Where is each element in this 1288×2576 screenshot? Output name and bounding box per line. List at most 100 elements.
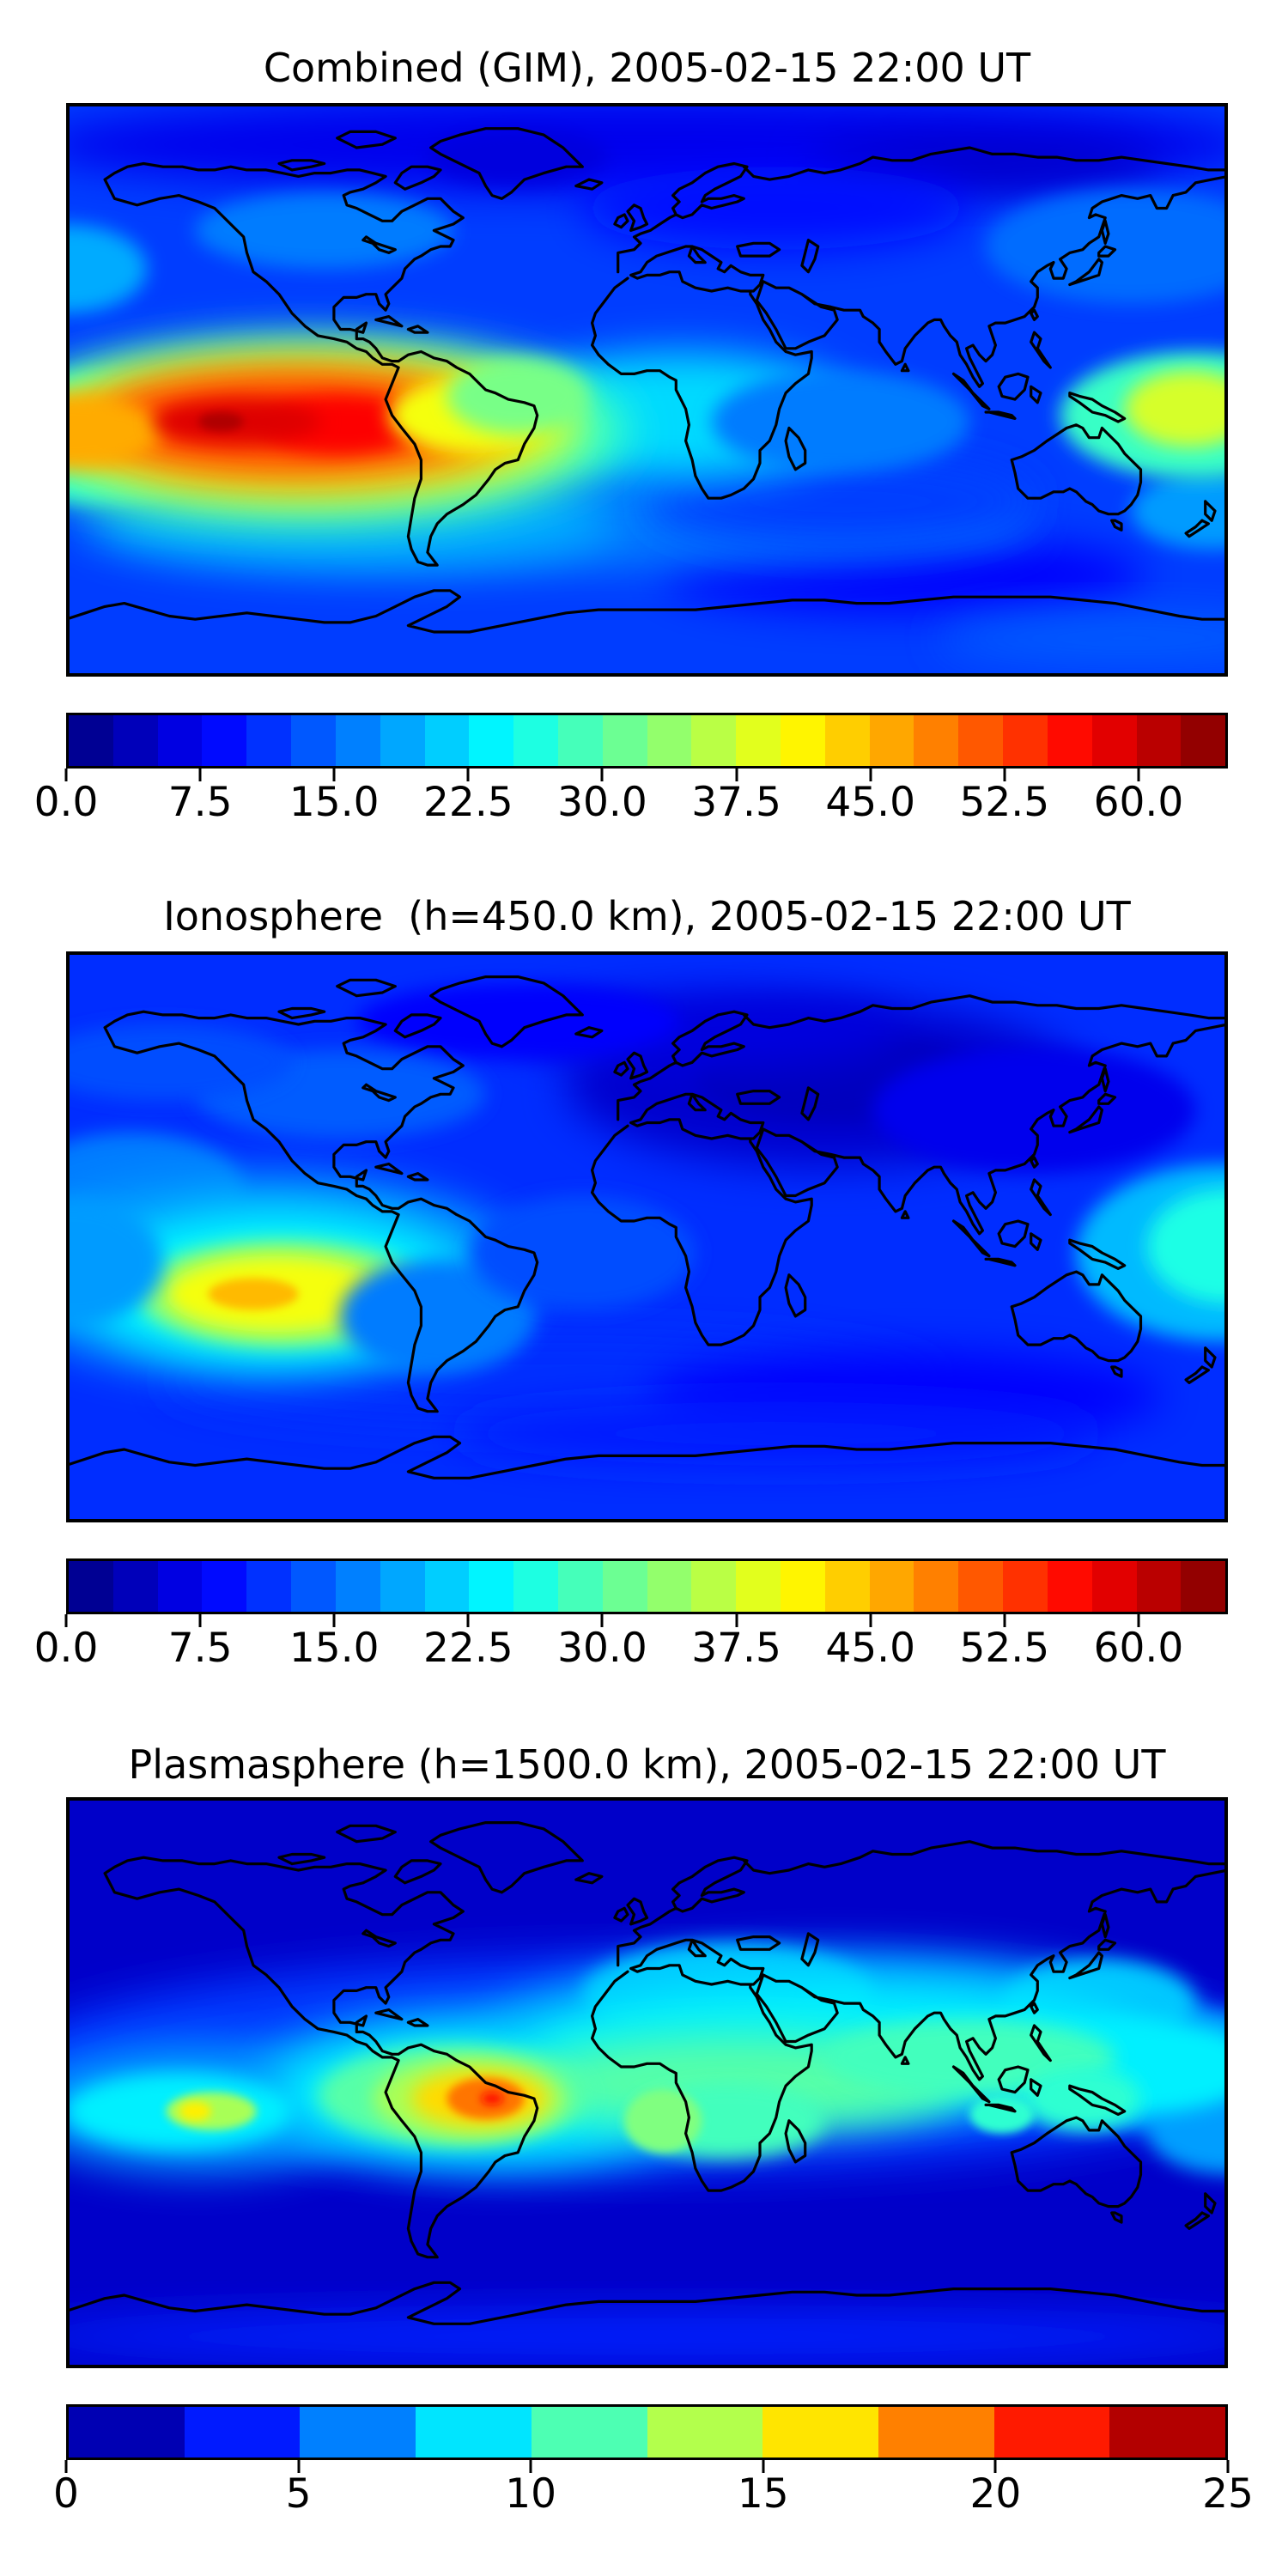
colorbar-segment xyxy=(112,715,158,766)
coastlines xyxy=(66,127,1228,634)
colorbar-axis-combined: 0.0 7.5 15.0 22.5 30.0 37.5 45.0 52.5 60.0 xyxy=(34,769,1228,833)
colorbar-segment xyxy=(878,2407,994,2458)
chart-title-combined: Combined (GIM), 2005-02-15 22:00 UT xyxy=(263,45,1031,91)
colorbar-segment xyxy=(914,1561,959,1612)
tec-contour-blob xyxy=(166,2092,257,2130)
colorbar-tick-label: 30.0 xyxy=(557,1625,647,1672)
tec-contour-blob xyxy=(66,392,163,470)
tec-contour-blob xyxy=(453,1401,1099,1466)
colorbar-segment xyxy=(1091,1561,1137,1612)
colorbar-segment xyxy=(647,2407,763,2458)
tec-contour-blob xyxy=(66,1199,163,1326)
colorbar-tick-label: 45.0 xyxy=(825,779,916,826)
tec-contour-blob xyxy=(872,1046,1196,1174)
colorbar-tick-label: 60.0 xyxy=(1093,1625,1184,1672)
colorbar-segment xyxy=(869,1561,914,1612)
colorbar-tick-label: 15 xyxy=(737,2470,789,2518)
tec-contour-blob xyxy=(480,2092,504,2105)
plot-frame xyxy=(66,103,1228,677)
tec-contour-blob xyxy=(711,370,970,473)
colorbar-tick xyxy=(735,769,738,781)
colorbar-segment xyxy=(202,715,247,766)
colorbar-segment xyxy=(691,1561,737,1612)
colorbar-segment xyxy=(557,715,603,766)
colorbar-segment xyxy=(424,715,470,766)
colorbar-segment xyxy=(691,715,737,766)
colorbar-tick xyxy=(993,2460,997,2473)
colorbar-segment xyxy=(1136,1561,1182,1612)
plot-frame xyxy=(66,1797,1228,2368)
colorbar-tick xyxy=(1003,769,1006,781)
colorbar-segment xyxy=(513,715,558,766)
colorbar-tick-label: 37.5 xyxy=(691,779,781,826)
tec-contour-blob xyxy=(582,167,970,250)
tec-contour-blob xyxy=(179,2101,212,2121)
colorbar-segment xyxy=(469,715,514,766)
colorbar-segment xyxy=(824,715,870,766)
colorbar-axis-ionosphere: 0.0 7.5 15.0 22.5 30.0 37.5 45.0 52.5 60.0 xyxy=(34,1614,1228,1679)
colorbar-segment xyxy=(380,1561,425,1612)
colorbar-segment xyxy=(762,2407,878,2458)
tec-contour-blob xyxy=(447,357,589,434)
coastlines xyxy=(66,975,1228,1479)
colorbar-tick xyxy=(869,1614,872,1627)
colorbar-tick-label: 37.5 xyxy=(691,1625,781,1672)
colorbar-tick xyxy=(64,1614,68,1627)
tec-contour-blob xyxy=(198,411,244,432)
colorbar-segment xyxy=(647,715,692,766)
tec-contour-blob xyxy=(66,224,147,313)
colorbar-segment xyxy=(869,715,914,766)
tec-contour-blob xyxy=(937,612,1228,665)
tec-contour-blob xyxy=(356,982,680,1060)
colorbar-tick-label: 20 xyxy=(969,2470,1022,2518)
world-map-plot-plasmasphere xyxy=(66,1797,1228,2368)
colorbar-tick xyxy=(297,2460,301,2473)
colorbar-segment xyxy=(958,1561,1004,1612)
colorbar-axis-plasmasphere: 0 5 10 15 20 25 xyxy=(53,2460,1254,2524)
colorbar-segment xyxy=(416,2407,532,2458)
colorbar-tick-label: 7.5 xyxy=(167,779,233,826)
colorbar-segment xyxy=(1003,1561,1048,1612)
tec-contour-blob xyxy=(969,2095,1035,2134)
colorbar-segment xyxy=(1181,715,1226,766)
colorbar-segment xyxy=(531,2407,647,2458)
colorbar-segment xyxy=(914,715,959,766)
tec-contour-blob xyxy=(340,1259,534,1374)
colorbar-segment xyxy=(602,715,647,766)
colorbar-tick-label: 15.0 xyxy=(289,1625,380,1672)
colorbar-tick-label: 7.5 xyxy=(167,1625,233,1672)
colorbar-segment xyxy=(300,2407,416,2458)
colorbar-tick-label: 0.0 xyxy=(33,779,99,826)
colorbar-tick-label: 25 xyxy=(1202,2470,1254,2518)
colorbar-segment xyxy=(469,1561,514,1612)
colorbar-tick xyxy=(64,769,68,781)
colorbar-tick xyxy=(1137,1614,1140,1627)
colorbar-tick xyxy=(529,2460,532,2473)
tec-contour-blob xyxy=(208,1278,299,1310)
colorbar-tick xyxy=(332,769,336,781)
colorbar-tick-label: 5 xyxy=(285,2470,312,2518)
colorbar-plasmasphere xyxy=(66,2404,1228,2460)
colorbar-segment xyxy=(335,1561,380,1612)
colorbar-segment xyxy=(380,715,425,766)
tec-contour-blob xyxy=(427,128,609,186)
colorbar-tick xyxy=(198,1614,202,1627)
colorbar-tick xyxy=(1003,1614,1006,1627)
tec-contour-blob xyxy=(66,2311,1228,2362)
colorbar-tick-label: 22.5 xyxy=(423,1625,513,1672)
colorbar-segment xyxy=(736,715,781,766)
colorbar-tick-label: 10 xyxy=(505,2470,557,2518)
chart-title-plasmasphere: Plasmasphere (h=1500.0 km), 2005-02-15 2… xyxy=(128,1741,1166,1788)
colorbar-segment xyxy=(1047,715,1092,766)
colorbar-segment xyxy=(112,1561,158,1612)
colorbar-segment xyxy=(69,715,113,766)
colorbar-segment xyxy=(69,1561,113,1612)
tec-contour-blob xyxy=(469,1195,696,1310)
tec-contour-blob xyxy=(647,456,1035,546)
tec-contour-blob xyxy=(66,1024,293,1101)
colorbar-segment xyxy=(1047,1561,1092,1612)
colorbar-tick xyxy=(735,1614,738,1627)
chart-title-ionosphere: Ionosphere (h=450.0 km), 2005-02-15 22:0… xyxy=(163,893,1131,939)
colorbar-segment xyxy=(513,1561,558,1612)
